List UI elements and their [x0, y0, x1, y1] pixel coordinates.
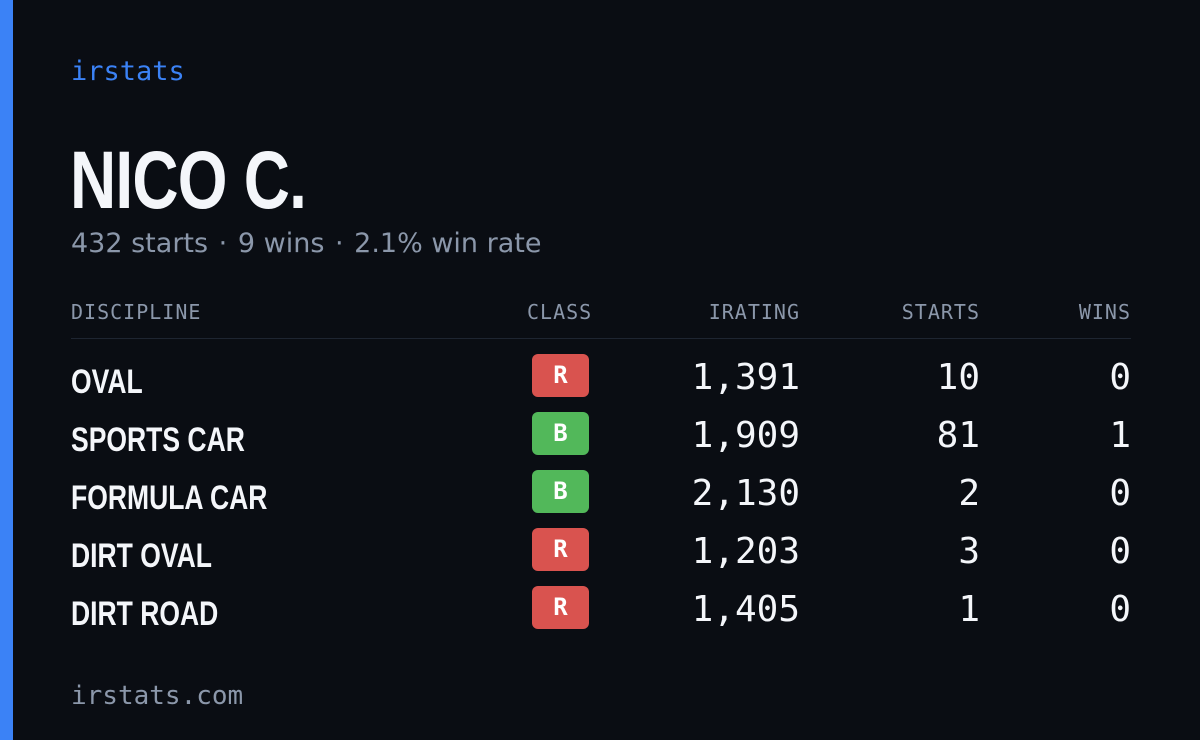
- class-badge: R: [532, 354, 589, 397]
- wins-value: 0: [1109, 473, 1131, 514]
- starts-value: 3: [958, 531, 980, 572]
- wins-count: 9 wins: [237, 228, 325, 259]
- wins-value: 0: [1109, 531, 1131, 572]
- discipline-label: SPORTS CAR: [71, 421, 245, 459]
- table-row: SPORTS CAR B 1,909 81 1: [71, 408, 1131, 466]
- driver-summary: 432 starts · 9 wins · 2.1% win rate: [71, 228, 541, 259]
- starts-value: 2: [958, 473, 980, 514]
- discipline-label: FORMULA CAR: [71, 479, 268, 517]
- starts-count: 432 starts: [71, 228, 209, 259]
- table-row: DIRT OVAL R 1,203 3 0: [71, 524, 1131, 582]
- discipline-table: OVAL R 1,391 10 0 SPORTS CAR B 1,909 81 …: [71, 350, 1131, 640]
- irating-value: 1,405: [691, 589, 800, 630]
- discipline-label: DIRT ROAD: [71, 595, 219, 633]
- discipline-label: OVAL: [71, 363, 143, 401]
- irating-value: 2,130: [691, 473, 800, 514]
- table-header: DISCIPLINE CLASS IRATING STARTS WINS: [71, 300, 1131, 339]
- discipline-label: DIRT OVAL: [71, 537, 212, 575]
- irating-value: 1,203: [691, 531, 800, 572]
- class-badge: R: [532, 586, 589, 629]
- class-badge: R: [532, 528, 589, 571]
- summary-separator: ·: [334, 228, 344, 259]
- header-starts: STARTS: [901, 300, 980, 324]
- class-badge: B: [532, 412, 589, 455]
- wins-value: 0: [1109, 357, 1131, 398]
- header-irating: IRATING: [708, 300, 800, 324]
- table-row: OVAL R 1,391 10 0: [71, 350, 1131, 408]
- header-discipline: DISCIPLINE: [71, 300, 202, 324]
- wins-value: 1: [1109, 415, 1131, 456]
- starts-value: 81: [936, 415, 980, 456]
- irating-value: 1,391: [691, 357, 800, 398]
- header-class: CLASS: [527, 300, 593, 324]
- win-rate: 2.1% win rate: [354, 228, 542, 259]
- driver-name: NICO C.: [70, 135, 307, 226]
- header-wins: WINS: [1078, 300, 1131, 324]
- brand-name: irstats: [71, 56, 185, 87]
- starts-value: 10: [936, 357, 980, 398]
- starts-value: 1: [958, 589, 980, 630]
- class-badge: B: [532, 470, 589, 513]
- accent-bar: [0, 0, 13, 740]
- irating-value: 1,909: [691, 415, 800, 456]
- table-row: DIRT ROAD R 1,405 1 0: [71, 582, 1131, 640]
- footer-url[interactable]: irstats.com: [71, 681, 244, 711]
- summary-separator: ·: [218, 228, 228, 259]
- wins-value: 0: [1109, 589, 1131, 630]
- table-row: FORMULA CAR B 2,130 2 0: [71, 466, 1131, 524]
